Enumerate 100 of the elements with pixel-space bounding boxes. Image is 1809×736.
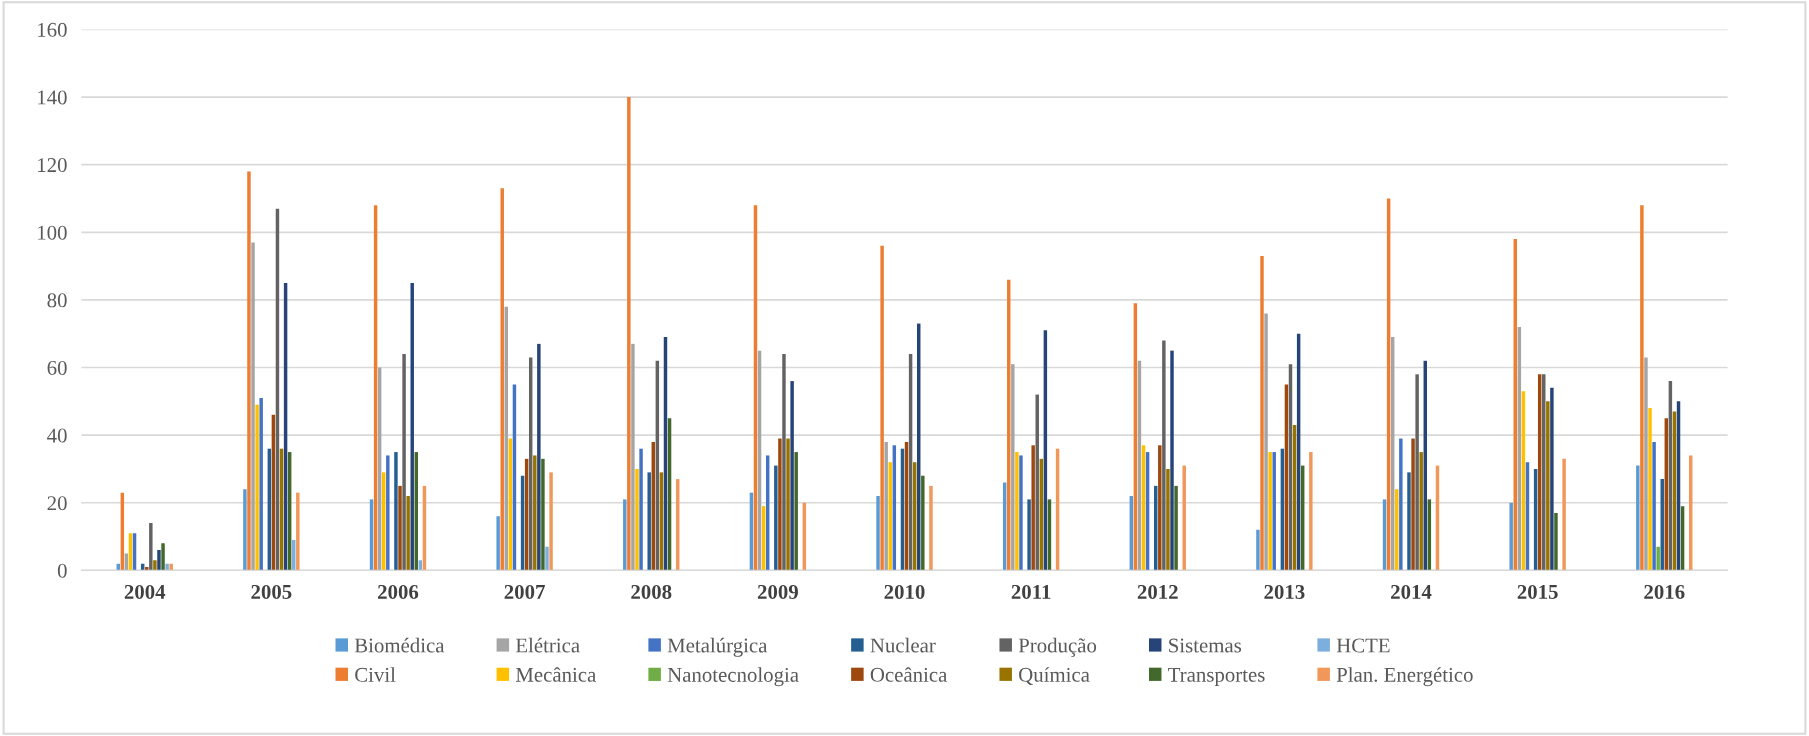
legend-label: Nanotecnologia	[667, 667, 799, 687]
x-tick-label: 2012	[1137, 584, 1178, 599]
x-tick-label: 2010	[884, 584, 925, 599]
x-tick-label: 2014	[1391, 584, 1432, 599]
bar	[153, 560, 157, 571]
legend-label: Nuclear	[870, 637, 936, 653]
y-tick-label: 100	[38, 225, 67, 240]
y-tick-label: 140	[38, 90, 67, 105]
bar	[778, 438, 782, 571]
bar	[1648, 408, 1652, 571]
bar	[1656, 546, 1660, 571]
bar	[623, 499, 627, 571]
bar	[1256, 529, 1260, 571]
legend-label: Transportes	[1168, 667, 1265, 687]
bar	[1644, 357, 1648, 571]
bar	[251, 242, 255, 571]
bar	[1636, 465, 1640, 571]
bar	[790, 381, 794, 571]
x-tick-label: 2004	[124, 584, 166, 599]
bar	[1640, 205, 1644, 571]
bar	[1546, 401, 1550, 571]
bar	[1031, 445, 1035, 571]
bar	[639, 448, 643, 571]
bar	[782, 354, 786, 571]
bar	[410, 283, 414, 571]
bar	[1015, 452, 1019, 571]
bar	[1158, 445, 1162, 571]
bar	[794, 452, 798, 571]
bar	[876, 496, 880, 571]
bar	[169, 563, 173, 571]
bar	[786, 438, 790, 571]
bar	[1411, 438, 1415, 571]
y-tick-label: 60	[47, 360, 67, 375]
legend-label: Biomédica	[354, 637, 445, 653]
bar	[1399, 438, 1403, 571]
x-tick-label: 2015	[1517, 584, 1558, 599]
bar	[1415, 374, 1419, 571]
bar	[500, 188, 504, 571]
bar	[1407, 472, 1411, 571]
legend-label: HCTE	[1336, 638, 1390, 653]
bar	[149, 523, 153, 571]
bar	[921, 475, 925, 571]
x-tick-label: 2009	[757, 584, 798, 599]
bar	[1260, 255, 1264, 571]
bar	[386, 455, 390, 571]
bar	[1395, 489, 1399, 571]
y-tick-label: 0	[57, 563, 67, 578]
bar	[1509, 502, 1513, 571]
bar	[1162, 340, 1166, 571]
x-tick-label: 2016	[1644, 584, 1685, 599]
bar	[549, 472, 553, 571]
x-tick-label: 2005	[251, 584, 292, 599]
legend-label: Elétrica	[515, 637, 580, 653]
bar	[884, 441, 888, 571]
x-tick-label: 2007	[504, 584, 545, 599]
x-tick-label: 2013	[1264, 584, 1305, 599]
bar	[627, 97, 631, 571]
y-tick-label: 40	[47, 428, 67, 443]
bar	[774, 465, 778, 571]
bar	[1550, 387, 1554, 571]
bar	[880, 245, 884, 571]
bar	[1182, 465, 1186, 571]
legend-label: Plan. Energético	[1336, 667, 1473, 687]
bar	[1166, 468, 1170, 571]
bar	[541, 458, 545, 571]
x-tick-label: 2006	[378, 584, 419, 599]
y-tick-label: 120	[38, 158, 67, 173]
bar	[631, 343, 635, 571]
y-tick-label: 20	[47, 496, 67, 511]
bar	[635, 468, 639, 571]
bar	[406, 496, 410, 571]
bar	[545, 546, 549, 571]
bar	[398, 485, 402, 571]
bar	[1309, 452, 1313, 571]
bar	[1264, 313, 1268, 571]
bar	[929, 485, 933, 571]
bar	[1554, 512, 1558, 571]
bar	[165, 563, 169, 571]
bar	[1170, 350, 1174, 571]
bar	[1268, 452, 1272, 571]
bar	[247, 171, 251, 571]
bar	[296, 492, 300, 571]
bar	[161, 543, 165, 571]
bar	[1027, 499, 1031, 571]
bar	[647, 472, 651, 571]
legend-label: Metalúrgica	[667, 637, 768, 657]
bar	[1272, 452, 1276, 571]
legend-label: Civil	[355, 667, 396, 682]
bar	[1419, 452, 1423, 571]
bar	[255, 404, 259, 571]
y-tick-label: 160	[38, 22, 67, 37]
x-tick-label: 2011	[1011, 584, 1051, 599]
bar	[402, 354, 406, 571]
bar	[157, 550, 161, 571]
legend-label: Produção	[1018, 637, 1097, 657]
bar	[1174, 485, 1178, 571]
y-tick-label: 80	[47, 293, 67, 308]
bar	[496, 516, 500, 571]
bar	[259, 397, 263, 571]
legend-label: Sistemas	[1169, 638, 1242, 653]
